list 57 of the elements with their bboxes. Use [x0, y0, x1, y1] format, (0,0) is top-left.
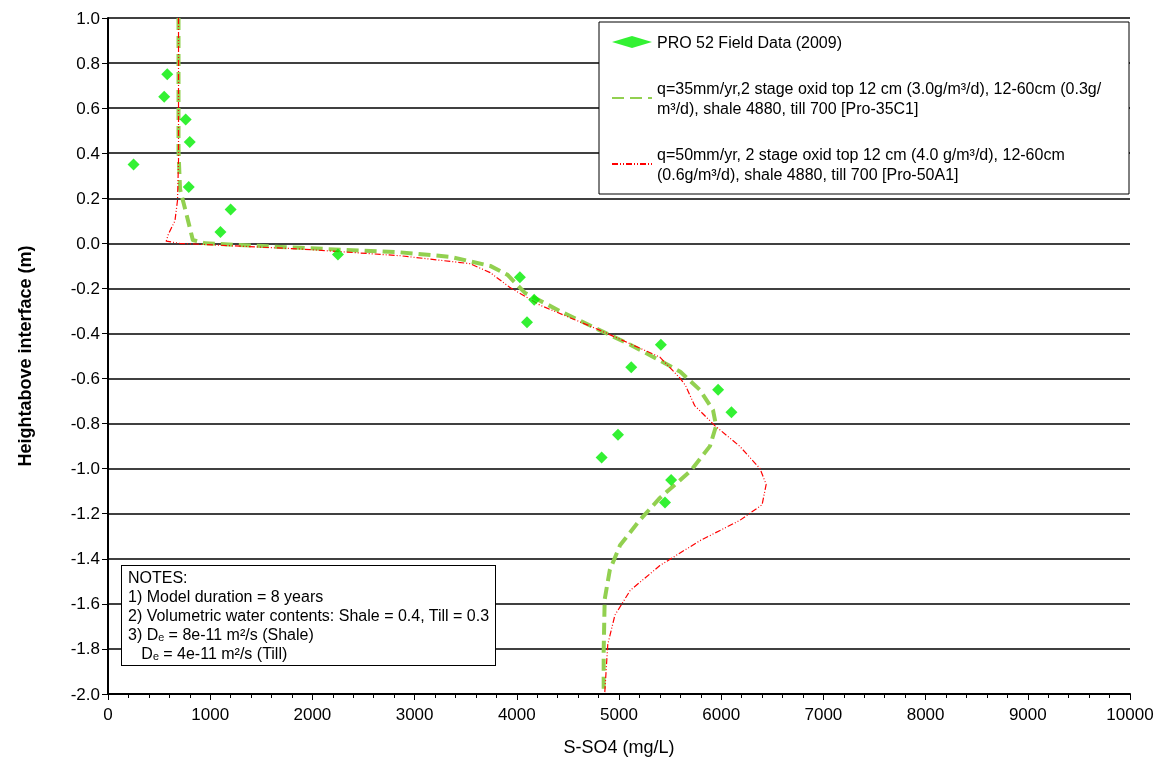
y-tick-label: -1.0	[70, 459, 100, 479]
y-tick-label: -0.2	[70, 278, 100, 298]
point	[182, 181, 195, 193]
point	[611, 428, 624, 441]
y-tick-label: -0.8	[70, 414, 100, 434]
y-tick-label: -1.4	[70, 549, 100, 569]
x-tick-label: 10000	[1106, 705, 1154, 724]
point	[513, 271, 526, 284]
legend-label: q=50mm/yr, 2 stage oxid top 12 cm (4.0 g/m³/d), 12-60cm (0.6g/m³/d), shale 4880, till 700 [Pro-50A1]	[657, 145, 1070, 183]
legend-label: PRO 52 Field Data (2009)	[657, 33, 842, 51]
point	[712, 383, 725, 396]
x-tick-label: 1000	[191, 705, 230, 724]
point	[127, 158, 140, 171]
x-tick-label: 2000	[293, 705, 332, 724]
point	[528, 293, 541, 306]
x-tick-label: 5000	[600, 705, 638, 724]
point	[665, 473, 678, 486]
y-tick-label: -1.6	[70, 594, 100, 614]
y-tick-label: -2.0	[70, 684, 100, 704]
y-tick-label: 0.4	[76, 143, 100, 163]
point	[625, 361, 638, 374]
x-tick-label: 9000	[1008, 705, 1047, 724]
point	[224, 203, 237, 216]
y-axis-title: Heightabove interface (m)	[15, 245, 35, 467]
point	[183, 135, 196, 148]
legend-label: q=35mm/yr,2 stage oxid top 12 cm (3.0g/m³/d), 12-60cm (0.3g/m³/d), shale 4880, till 700 [Pro-35C1]	[657, 79, 1102, 117]
point	[158, 90, 171, 103]
annotation: 2) Volumetric water contents: Shale = 0.4, Till = 0.3	[128, 606, 490, 625]
point	[595, 451, 608, 464]
y-tick-label: -0.6	[70, 369, 100, 389]
x-tick-label: 4000	[497, 705, 536, 724]
point	[521, 316, 534, 329]
annotation: Dₑ = 4e-11 m²/s (Till)	[140, 644, 289, 663]
point	[658, 496, 671, 509]
point	[179, 113, 192, 126]
annotation: 1) Model duration = 8 years	[128, 587, 325, 606]
x-tick-label: 7000	[804, 705, 843, 724]
annotation: 3) Dₑ = 8e-11 m²/s (Shale)	[128, 625, 315, 644]
x-axis-title: S-SO4 (mg/L)	[563, 737, 675, 757]
y-tick-label: -0.4	[70, 323, 100, 343]
point	[725, 406, 738, 419]
x-tick-label: 6000	[702, 705, 741, 724]
y-tick-label: 0.6	[76, 98, 100, 118]
point	[214, 226, 227, 239]
x-tick-label: 3000	[395, 705, 434, 724]
y-tick-label: 0.8	[76, 53, 100, 73]
x-tick-label: 8000	[906, 705, 945, 724]
annotation: NOTES:	[128, 568, 189, 587]
x-tick-label: 0	[103, 705, 113, 724]
y-tick-label: 0.0	[76, 233, 100, 253]
point	[331, 248, 344, 261]
point	[161, 68, 174, 81]
y-tick-label: -1.8	[70, 639, 100, 659]
y-tick-label: 0.2	[76, 188, 100, 208]
y-tick-label: -1.2	[70, 504, 100, 524]
y-tick-label: 1.0	[76, 8, 100, 28]
point	[654, 338, 667, 351]
